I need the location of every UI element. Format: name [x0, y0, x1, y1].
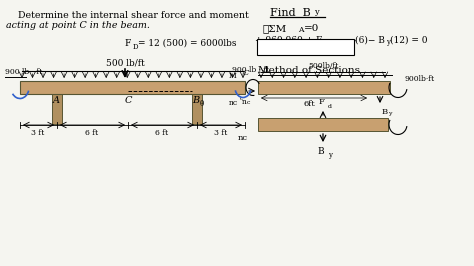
Text: c: c [247, 100, 250, 105]
Text: c: c [240, 96, 243, 101]
Text: ①ΣM: ①ΣM [263, 24, 287, 33]
Text: nc: nc [238, 134, 248, 142]
Text: y: y [269, 44, 273, 52]
Text: B: B [382, 108, 388, 116]
Text: =0: =0 [304, 24, 319, 33]
Text: 500 lb/ft: 500 lb/ft [106, 59, 145, 68]
Text: = 12 (500) = 6000lbs: = 12 (500) = 6000lbs [138, 39, 237, 48]
Text: (6)− B: (6)− B [355, 36, 385, 45]
Text: = 3000lbs: = 3000lbs [274, 42, 331, 51]
Text: A: A [53, 96, 60, 105]
Text: 3 ft: 3 ft [31, 129, 45, 137]
Bar [192, 94, 202, 124]
Text: c: c [242, 82, 245, 87]
Text: y: y [351, 38, 355, 46]
Text: y: y [328, 151, 332, 159]
Text: y: y [314, 8, 319, 16]
Text: n: n [242, 98, 247, 106]
Text: d: d [328, 104, 332, 109]
Text: y: y [388, 111, 392, 116]
Text: D: D [133, 43, 138, 51]
Bar [258, 81, 390, 94]
Text: M: M [228, 72, 236, 80]
Text: F: F [125, 39, 131, 48]
Text: 6ft: 6ft [303, 100, 315, 108]
Bar [258, 118, 388, 131]
Text: B: B [192, 96, 200, 105]
Text: V: V [230, 85, 236, 93]
FancyBboxPatch shape [257, 39, 354, 55]
Text: Determine the internal shear force and moment: Determine the internal shear force and m… [6, 11, 249, 20]
Text: C: C [124, 96, 132, 105]
Text: Method of Sections: Method of Sections [258, 66, 360, 75]
Text: 900 lb · ft: 900 lb · ft [232, 66, 269, 74]
Text: Find  B: Find B [270, 8, 311, 18]
Text: B: B [318, 147, 324, 156]
Text: acting at point C in the beam.: acting at point C in the beam. [6, 21, 150, 30]
Text: 6 ft: 6 ft [155, 129, 169, 137]
Text: F: F [318, 98, 324, 106]
Text: nc: nc [229, 99, 238, 107]
Text: 6 ft: 6 ft [85, 129, 99, 137]
Text: A: A [298, 26, 303, 34]
Text: (12) = 0: (12) = 0 [390, 36, 428, 45]
Text: C: C [243, 69, 249, 77]
Text: B: B [261, 42, 269, 51]
Text: 900 lb · ft: 900 lb · ft [5, 68, 42, 76]
Bar [52, 94, 62, 124]
Text: y: y [386, 38, 390, 46]
Text: θ: θ [200, 100, 204, 108]
Text: 500lb/ft: 500lb/ft [309, 62, 339, 70]
Text: 3 ft: 3 ft [214, 129, 228, 137]
Bar [20, 81, 245, 94]
Text: + 960·960 + F: + 960·960 + F [255, 36, 322, 45]
Text: 900lb·ft: 900lb·ft [405, 75, 435, 83]
